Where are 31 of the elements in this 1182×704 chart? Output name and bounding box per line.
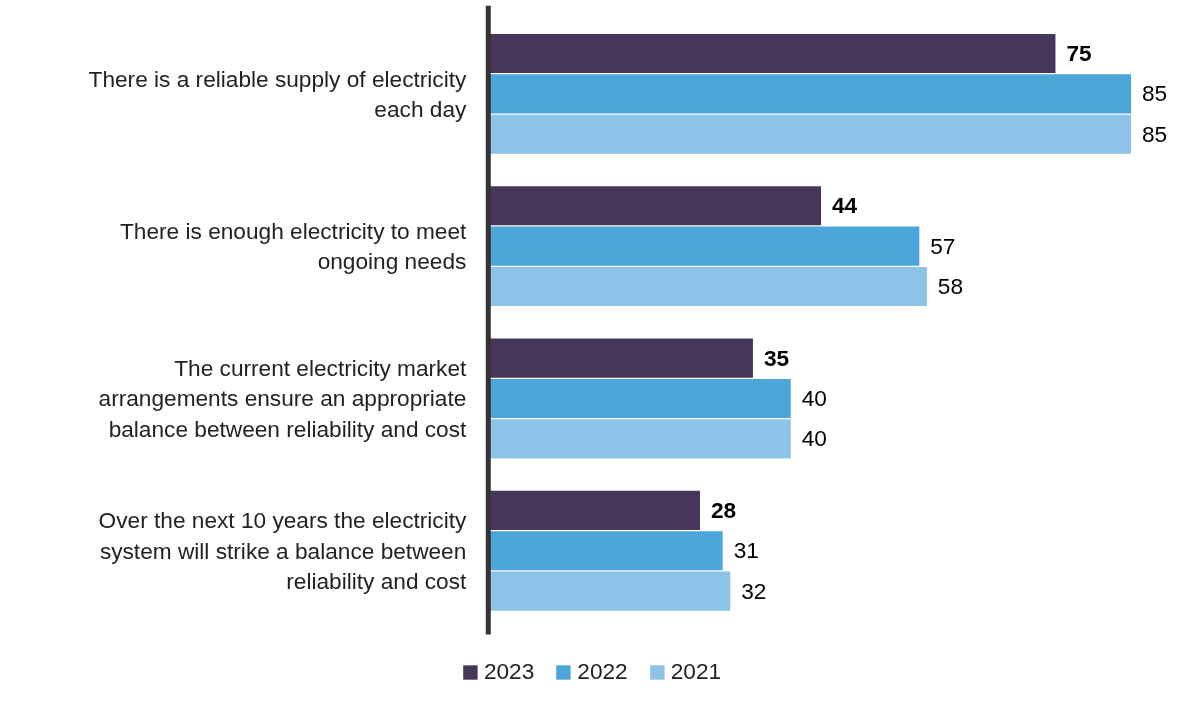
y-tick-label: The current electricity market arrangements ensure an appropriate balance between reliability and cost (98, 355, 468, 442)
bar (488, 74, 1132, 114)
data-label: 85 (1142, 120, 1168, 147)
y-tick-label: There is enough electricity to meet ongoing needs (120, 217, 468, 275)
bar (488, 226, 920, 266)
bar (488, 571, 731, 611)
bar (488, 378, 791, 419)
bar (488, 490, 701, 531)
bar (488, 186, 822, 226)
bar (488, 338, 753, 378)
data-label: 40 (801, 425, 827, 452)
legend-label: 2022 (577, 658, 628, 685)
data-label: 57 (930, 232, 956, 259)
data-label: 44 (831, 192, 858, 219)
data-label: 75 (1066, 39, 1092, 66)
legend-label: 2023 (483, 658, 535, 685)
bar (488, 419, 791, 459)
data-label: 85 (1142, 80, 1168, 107)
data-label: 40 (801, 384, 827, 411)
y-tick-label: Over the next 10 years the electricity system will strike a balance between reliability and cost (98, 507, 468, 595)
data-label: 35 (763, 344, 790, 371)
data-label: 32 (741, 577, 767, 604)
legend-label: 2021 (670, 658, 722, 685)
bar (488, 266, 927, 307)
bar (488, 33, 1056, 74)
data-label: 58 (937, 273, 964, 300)
data-label: 28 (710, 496, 737, 523)
bar (488, 114, 1132, 154)
y-tick-label: There is a reliable supply of electricity each day (88, 65, 467, 123)
data-label: 31 (733, 537, 759, 564)
bar (488, 531, 723, 571)
